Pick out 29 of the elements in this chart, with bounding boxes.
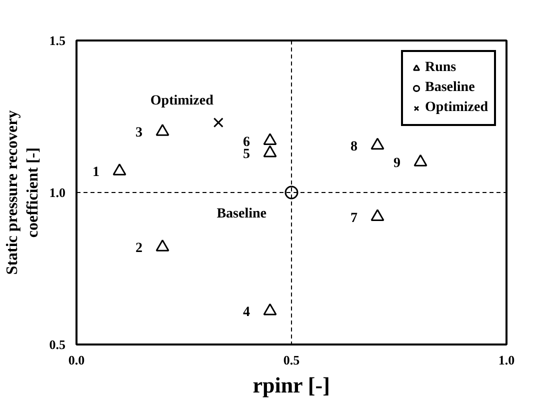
point bbox=[263, 303, 277, 316]
y-axis-title: Static pressure recovery coefficient [-] bbox=[4, 110, 42, 275]
point bbox=[156, 240, 170, 252]
y-tick-label: 0.5 bbox=[49, 337, 66, 352]
x-tick-label: 0.5 bbox=[283, 352, 300, 368]
x-axis-title: rpinr [-] bbox=[252, 372, 330, 398]
x-tick-label: 1.0 bbox=[498, 352, 515, 368]
annotation: Baseline bbox=[216, 206, 266, 222]
legend-label: Baseline bbox=[425, 80, 475, 96]
x-tick-label: 0.0 bbox=[68, 352, 85, 368]
point bbox=[414, 154, 428, 166]
annotation: 7 bbox=[350, 210, 358, 226]
annotation: 4 bbox=[243, 305, 250, 320]
point bbox=[263, 133, 277, 146]
point bbox=[156, 124, 170, 136]
y-tick-label: 1.0 bbox=[49, 185, 66, 200]
annotation: 8 bbox=[350, 139, 358, 154]
annotation: 2 bbox=[136, 241, 142, 256]
point bbox=[112, 164, 126, 176]
point bbox=[370, 138, 384, 150]
annotation: 3 bbox=[136, 126, 142, 141]
point bbox=[370, 209, 384, 222]
legend-label: Runs bbox=[425, 60, 456, 76]
legend-label: Optimized bbox=[425, 100, 488, 116]
annotation: Optimized bbox=[150, 94, 214, 109]
y-tick-label: 1.5 bbox=[49, 33, 66, 48]
annotation: 1 bbox=[92, 165, 100, 180]
point bbox=[263, 145, 277, 158]
annotation: 9 bbox=[394, 156, 400, 172]
